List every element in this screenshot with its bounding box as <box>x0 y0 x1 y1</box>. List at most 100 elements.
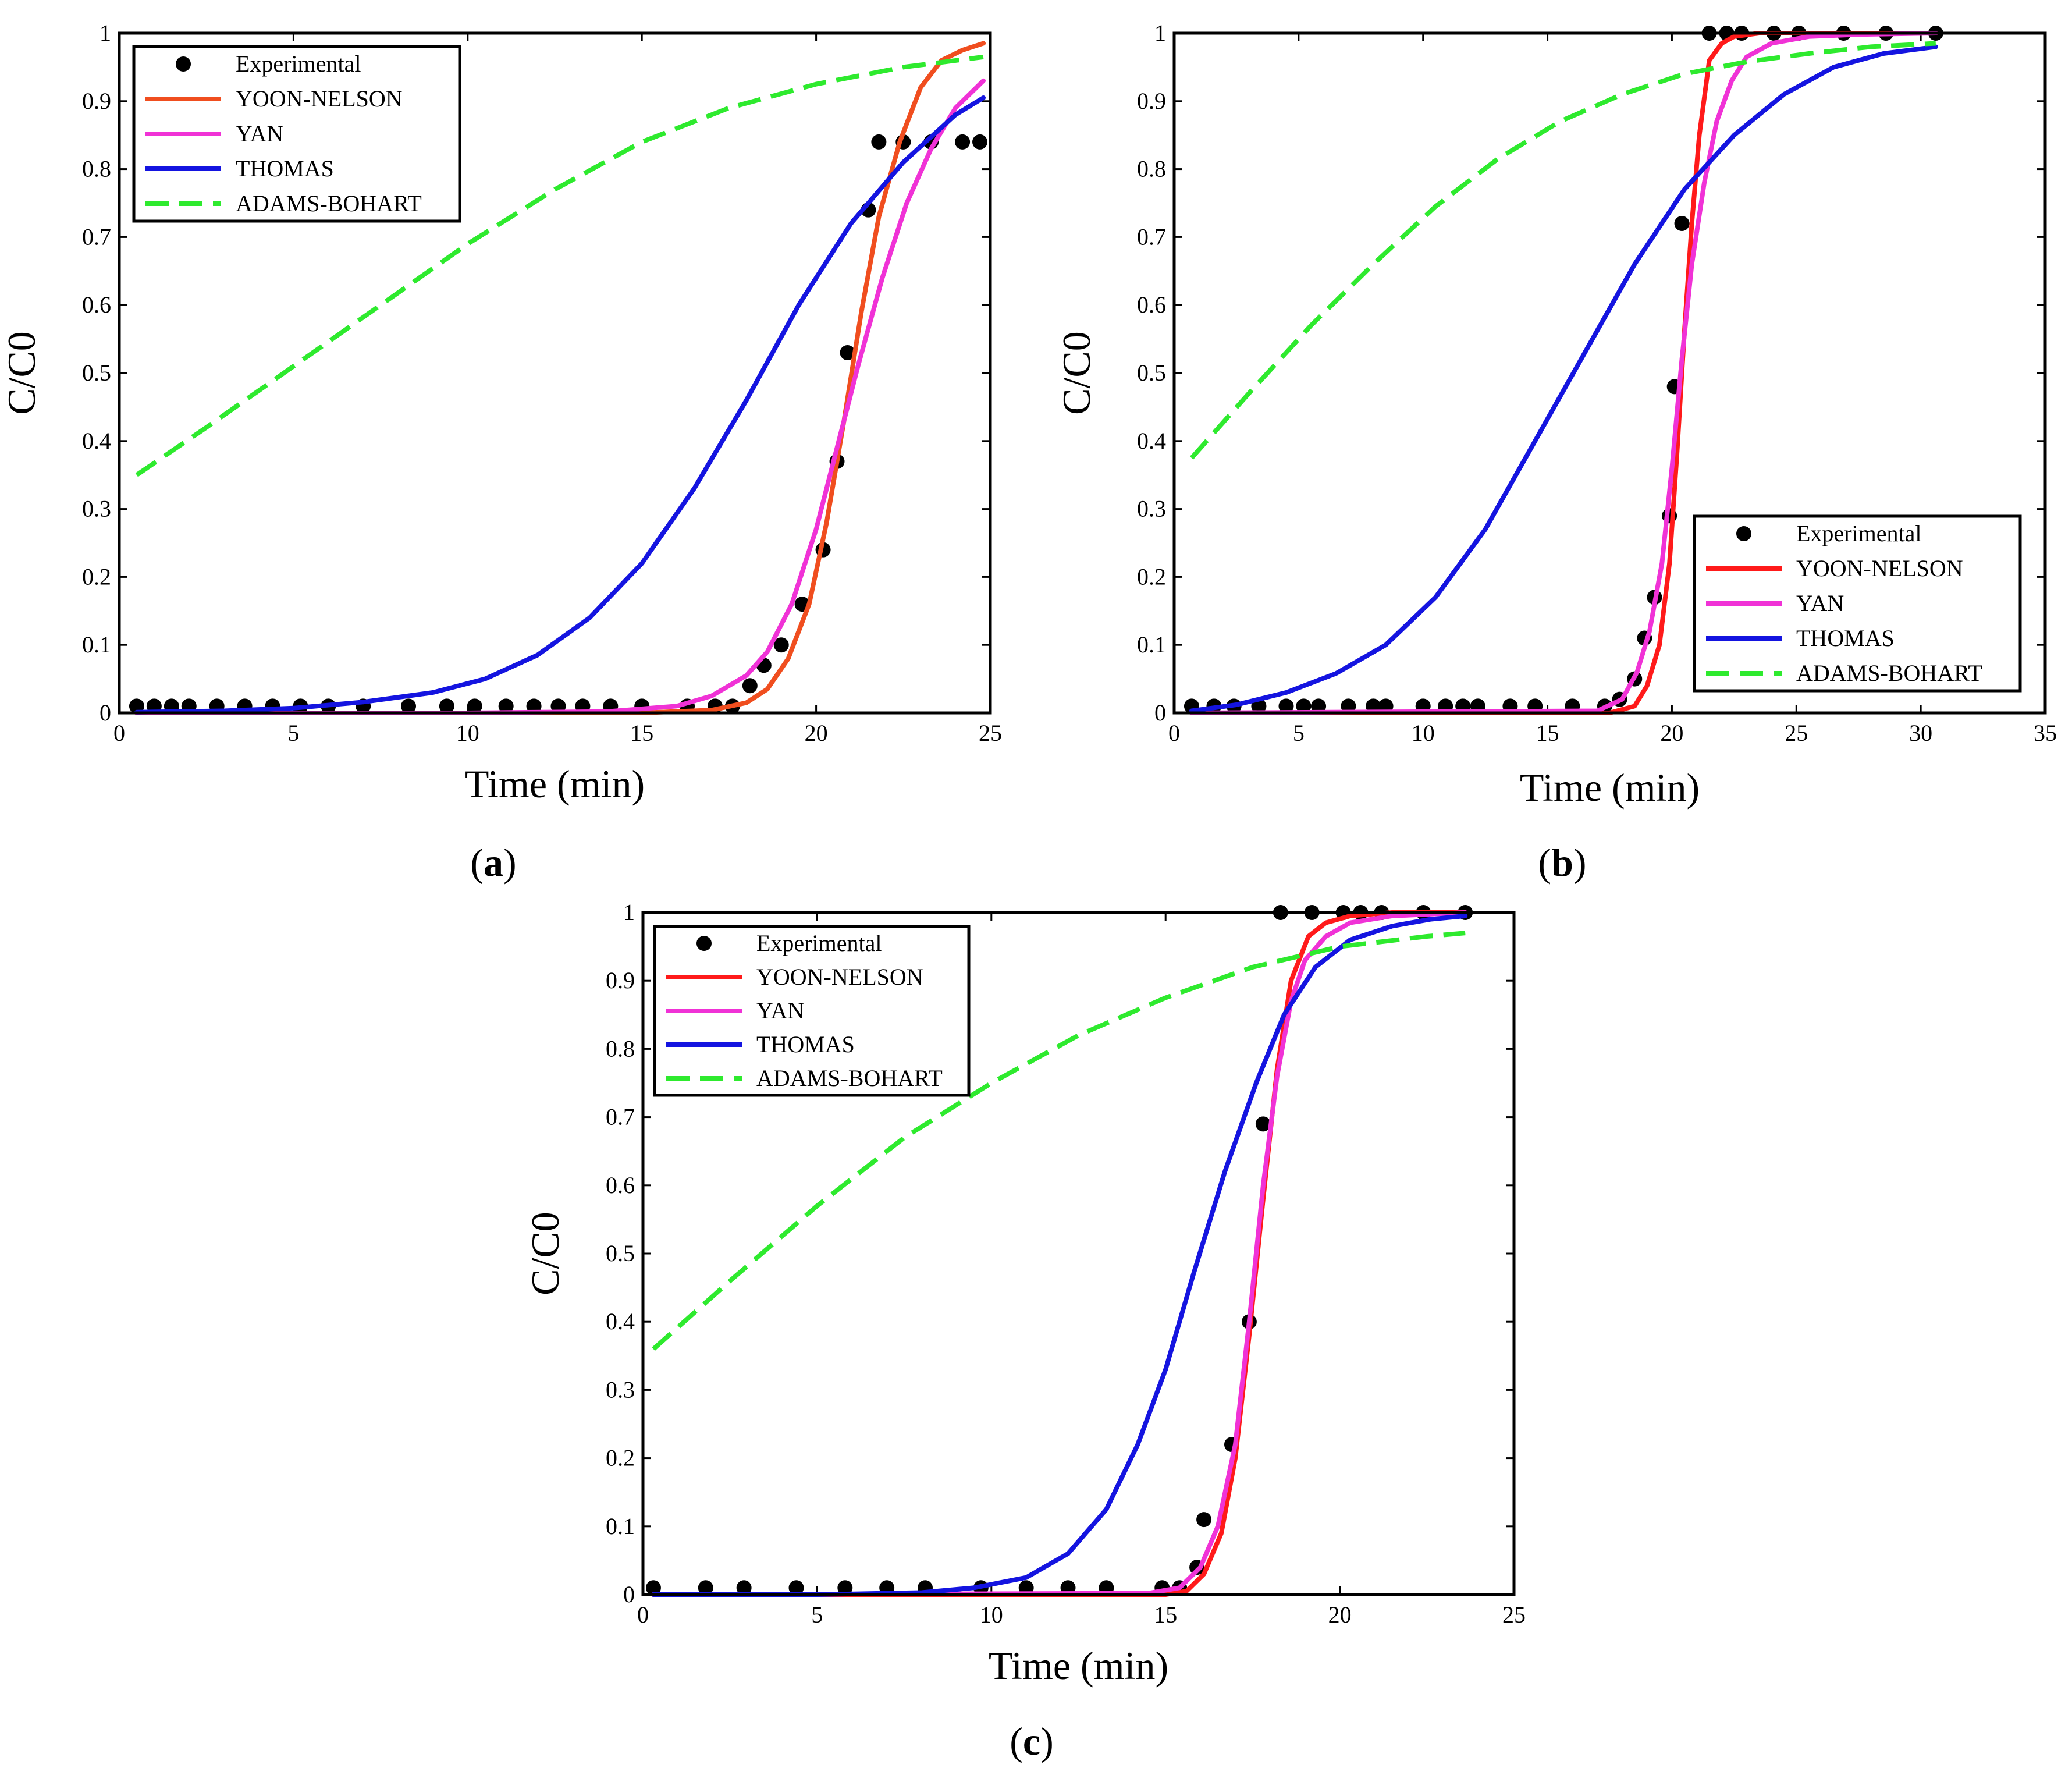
data-point-experimental <box>401 698 417 714</box>
y-tick-label: 0.6 <box>82 292 111 318</box>
x-tick-label: 20 <box>1660 720 1683 746</box>
data-point-experimental <box>498 698 514 714</box>
x-tick-label: 0 <box>1168 720 1180 746</box>
x-tick-label: 25 <box>1502 1602 1526 1628</box>
legend-marker-experimental <box>696 936 712 951</box>
series-line-thomas <box>1189 44 1938 713</box>
series-line-yoon-nelson <box>134 41 986 715</box>
y-axis-label: C/C0 <box>523 1212 567 1295</box>
data-point-experimental <box>972 134 988 150</box>
data-point-experimental <box>871 134 887 150</box>
x-tick-label: 35 <box>2034 720 2057 746</box>
x-tick-label: 5 <box>811 1602 823 1628</box>
y-tick-label: 0.8 <box>1137 156 1166 182</box>
y-axis-label: C/C0 <box>0 331 44 415</box>
axes-box <box>118 31 992 715</box>
data-point-experimental <box>698 1580 713 1596</box>
y-tick-label: 0.1 <box>1137 631 1166 658</box>
legend-label: YOON-NELSON <box>236 86 403 112</box>
legend-label: YOON-NELSON <box>756 964 923 990</box>
x-tick-label: 0 <box>637 1602 649 1628</box>
legend-label: THOMAS <box>1796 625 1895 651</box>
legend: Experimental YOON-NELSON YAN THOMAS ADAMS-BO… <box>653 925 971 1097</box>
chart-panel-b: 0 5 10 15 20 25 30 35 0 0.1 0.2 0.3 0.4 0.5 0.6 0.7 0.8 0… <box>1054 20 2057 885</box>
axes-box <box>1172 31 2047 715</box>
data-point-experimental <box>1255 1116 1271 1132</box>
y-tick-label: 1 <box>1154 20 1166 46</box>
y-axis-label: C/C0 <box>1054 331 1099 415</box>
x-tick-label: 30 <box>1909 720 1932 746</box>
legend-label: ADAMS-BOHART <box>236 190 422 216</box>
y-tick-label: 0.1 <box>606 1513 635 1539</box>
x-tick-label: 10 <box>456 720 479 746</box>
data-point-experimental <box>439 698 454 714</box>
legend-label: ADAMS-BOHART <box>756 1065 943 1091</box>
x-tick-label: 25 <box>979 720 1002 746</box>
legend-marker-experimental <box>1736 526 1751 541</box>
y-tick-label: 0.8 <box>82 156 111 182</box>
legend-label: Experimental <box>756 930 882 956</box>
panel-label: (a) <box>470 840 516 885</box>
y-tick-label: 0.7 <box>1137 223 1166 250</box>
data-point-experimental <box>1296 698 1312 714</box>
series-line-thomas <box>134 95 986 715</box>
panel-label: (b) <box>1538 840 1586 885</box>
data-point-experimental <box>773 637 789 653</box>
x-tick-label: 5 <box>1293 720 1305 746</box>
data-point-experimental <box>837 1580 853 1596</box>
y-tick-label: 0 <box>1154 700 1166 726</box>
x-tick-label: 10 <box>980 1602 1003 1628</box>
legend-label: THOMAS <box>236 155 334 182</box>
legend: Experimental YOON-NELSON YAN THOMAS ADAMS-BO… <box>132 45 461 223</box>
y-tick-label: 0.3 <box>606 1376 635 1403</box>
series-line-yan <box>1189 31 1938 715</box>
y-tick-label: 0.2 <box>82 563 111 590</box>
series-line-yan <box>134 78 986 715</box>
data-point-experimental <box>1278 698 1294 714</box>
y-tick-label: 1 <box>623 899 635 925</box>
data-point-experimental <box>467 698 482 714</box>
x-axis-label: Time (min) <box>989 1643 1168 1688</box>
chart-panel-a: 0 5 10 15 20 25 0 0.1 0.2 0.3 0.4 0.5 0.6 0.7 0.8 0.9 1 T… <box>0 20 1002 885</box>
y-tick-label: 0 <box>99 700 111 726</box>
y-tick-label: 0.4 <box>1137 428 1166 454</box>
data-point-experimental <box>742 678 758 694</box>
x-tick-label: 20 <box>1328 1602 1352 1628</box>
legend: Experimental YOON-NELSON YAN THOMAS ADAMS-BO… <box>1693 514 2022 693</box>
y-tick-label: 0.9 <box>1137 88 1166 114</box>
x-tick-label: 20 <box>805 720 828 746</box>
data-point-experimental <box>1196 1512 1212 1528</box>
x-tick-label: 25 <box>1785 720 1808 746</box>
legend-label: YAN <box>236 120 283 147</box>
data-point-experimental <box>526 698 542 714</box>
y-tick-label: 0.5 <box>1137 360 1166 386</box>
y-tick-label: 0.9 <box>606 967 635 993</box>
x-tick-label: 15 <box>1154 1602 1177 1628</box>
y-tick-label: 0.6 <box>606 1172 635 1198</box>
y-tick-label: 0.3 <box>82 496 111 522</box>
x-tick-label: 15 <box>1536 720 1559 746</box>
y-tick-label: 0.4 <box>606 1308 635 1334</box>
legend-label: YOON-NELSON <box>1796 555 1963 581</box>
y-tick-label: 0.7 <box>606 1104 635 1130</box>
axes-box <box>641 911 1516 1596</box>
x-tick-label: 10 <box>1412 720 1435 746</box>
legend-label: ADAMS-BOHART <box>1796 660 1982 686</box>
legend-label: Experimental <box>236 51 361 77</box>
legend-label: Experimental <box>1796 520 1921 546</box>
y-tick-label: 0.5 <box>606 1240 635 1266</box>
panel-label: (c) <box>1010 1719 1054 1763</box>
series-line-thomas <box>651 913 1468 1597</box>
y-tick-label: 0.7 <box>82 223 111 250</box>
legend-label: YAN <box>756 997 804 1024</box>
series-line-yan <box>651 910 1468 1597</box>
x-tick-label: 5 <box>287 720 299 746</box>
y-tick-label: 0.2 <box>606 1445 635 1471</box>
chart-panel-c: 0 5 10 15 20 25 0 0.1 0.2 0.3 0.4 0.5 0.6 0.7 0.8 0.9 1 T… <box>523 899 1526 1763</box>
data-point-experimental <box>1674 216 1690 232</box>
data-point-experimental <box>788 1580 804 1596</box>
y-tick-label: 0.2 <box>1137 563 1166 590</box>
x-axis-label: Time (min) <box>1520 765 1700 810</box>
x-axis-label: Time (min) <box>465 762 645 806</box>
